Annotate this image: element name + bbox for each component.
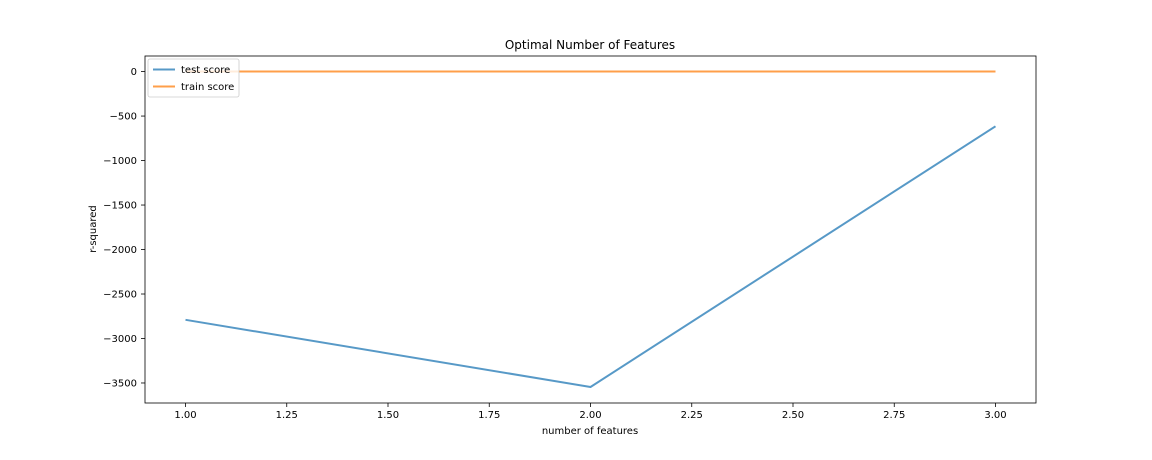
x-tick-label: 1.00 [174,410,196,421]
x-tick-label: 2.25 [681,410,703,421]
x-tick-label: 2.50 [782,410,804,421]
series-layer [185,70,997,388]
y-tick-label: −1000 [103,156,137,167]
y-tick-label: −3500 [103,378,137,389]
x-axis-label: number of features [542,426,638,437]
x-tick-label: 1.50 [377,410,399,421]
x-tick-label: 1.25 [276,410,298,421]
legend-label-train-score: train score [181,82,234,93]
legend-label-test-score: test score [181,65,230,76]
x-axis: 1.00 1.25 1.50 1.75 2.00 2.25 2.50 2.75 3.00 [174,403,1007,421]
y-tick-label: 0 [131,67,137,78]
y-tick-label: −2000 [103,245,137,256]
y-tick-label: −2500 [103,290,137,301]
series-line-test-score [185,125,997,388]
y-axis-label: r-squared [88,205,99,253]
plot-area [144,55,1037,404]
y-tick-label: −1500 [103,201,137,212]
x-tick-label: 2.75 [883,410,905,421]
x-tick-label: 1.75 [478,410,500,421]
y-tick-label: −3000 [103,334,137,345]
x-tick-label: 3.00 [984,410,1006,421]
x-tick-label: 2.00 [579,410,601,421]
chart-title: Optimal Number of Features [505,38,675,52]
legend: test score train score [147,58,240,98]
y-tick-label: −500 [110,112,137,123]
y-axis: 0 −500 −1000 −1500 −2000 −2500 −3000 −3500 [103,67,145,389]
